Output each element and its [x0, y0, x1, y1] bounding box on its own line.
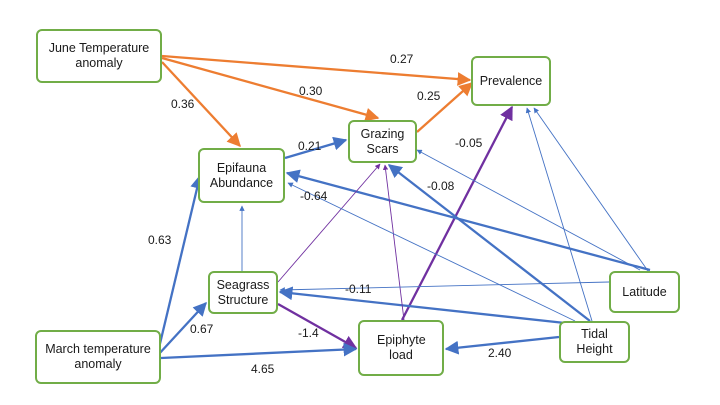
node-grazing-scars: Grazing Scars	[348, 120, 417, 163]
edge-seag-graz	[277, 163, 381, 283]
edge-label-march-epifauna: 0.63	[148, 233, 172, 247]
edge-label-latitude-epifauna: -0.64	[300, 189, 328, 203]
node-prevalence: Prevalence	[471, 56, 551, 106]
node-epiphyte-load: Epiphyte load	[358, 320, 444, 376]
edge-lat-seag	[279, 281, 610, 293]
node-epifauna-abundance: Epifauna Abundance	[198, 148, 285, 203]
edge-june-prev	[161, 54, 472, 86]
edge-label-epifauna-grazing: 0.21	[298, 139, 322, 153]
edge-label-tidal-grazing: -0.08	[427, 179, 455, 193]
node-label: Prevalence	[479, 73, 543, 88]
edge-epiph-prev	[400, 105, 514, 321]
edge-seag-epiph	[277, 302, 358, 350]
edge-march-epif	[156, 174, 204, 353]
edge-tidal-seag	[278, 286, 566, 325]
edge-tidal-epiph	[444, 335, 560, 355]
edge-label-march-epiphyte: 4.65	[251, 362, 275, 376]
node-latitude: Latitude	[609, 271, 680, 313]
edge-epif-graz	[284, 136, 348, 160]
edge-lat-prev	[533, 107, 649, 272]
node-label: Grazing Scars	[360, 126, 405, 156]
edge-june-graz	[161, 56, 380, 122]
edge-lat-graz	[416, 149, 641, 271]
edge-epiph-graz	[382, 164, 405, 321]
edge-lat-epif	[285, 169, 651, 272]
node-label: June Temperature anomaly	[48, 41, 150, 70]
node-tidal-height: Tidal Height	[559, 321, 630, 363]
edge-label-seagrass-epiphyte: -1.4	[298, 326, 319, 340]
edge-label-tidal-seagrass: -0.11	[345, 282, 372, 296]
node-seagrass-structure: Seagrass Structure	[208, 271, 278, 314]
node-label: Seagrass Structure	[216, 277, 270, 307]
node-march-temperature-anomaly: March temperature anomaly	[35, 330, 161, 384]
node-label: Epifauna Abundance	[209, 160, 274, 190]
edge-tidal-graz	[387, 164, 591, 322]
edge-label-march-seagrass: 0.67	[190, 322, 214, 336]
node-june-temperature-anomaly: June Temperature anomaly	[36, 29, 162, 83]
node-label: Latitude	[622, 284, 667, 299]
node-label: March temperature anomaly	[45, 342, 151, 371]
node-label: Tidal Height	[576, 327, 613, 356]
edge-graz-prev	[416, 82, 474, 133]
edge-label-june-prevalence: 0.27	[390, 52, 414, 66]
edge-label-grazing-prevalence: 0.25	[417, 89, 441, 103]
edge-label-tidal-epiphyte: 2.40	[488, 346, 512, 360]
edge-label-june-grazing: 0.30	[299, 84, 323, 98]
node-label: Epiphyte load	[377, 333, 426, 362]
edge-label-june-epifauna: 0.36	[171, 97, 195, 111]
edge-march-seag	[157, 301, 207, 356]
edge-tidal-epif	[287, 182, 576, 322]
edge-label-epiphyte-prevalence: -0.05	[455, 136, 483, 150]
edge-tidal-prev	[525, 107, 593, 322]
edge-march-epiph	[160, 342, 358, 360]
edge-june-epif	[161, 61, 241, 148]
